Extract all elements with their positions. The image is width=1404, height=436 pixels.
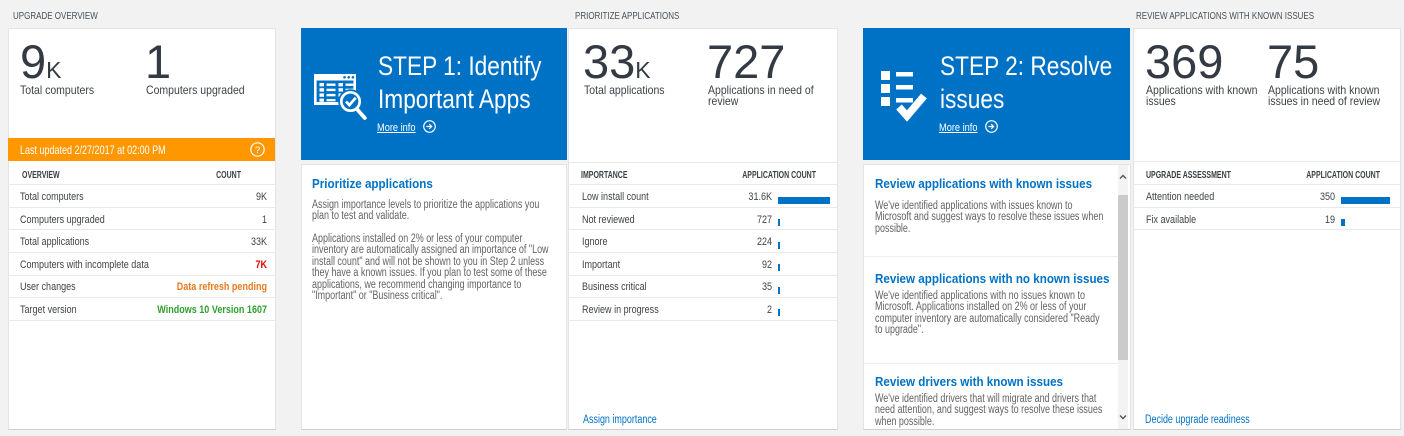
svg-text:?: ? bbox=[255, 145, 260, 156]
